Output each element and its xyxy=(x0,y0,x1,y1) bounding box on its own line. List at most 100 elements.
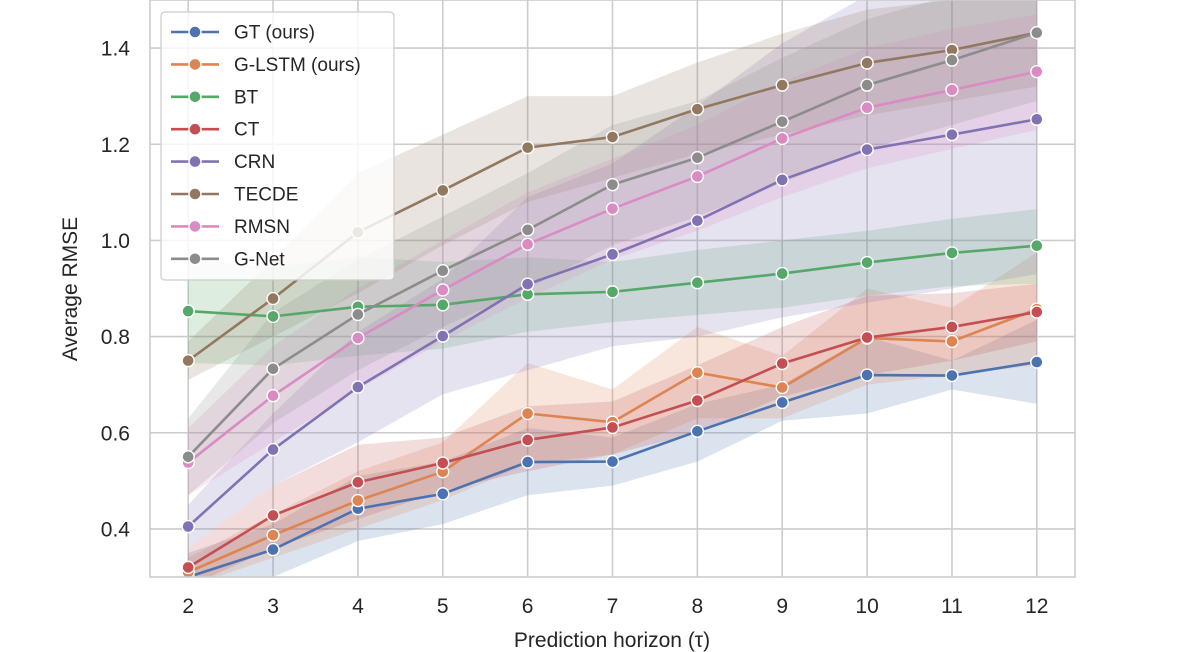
point-ct xyxy=(181,560,195,575)
point-g-net xyxy=(436,264,450,278)
point-g-net xyxy=(181,450,195,464)
legend-swatch-marker xyxy=(188,187,202,201)
band-crn xyxy=(188,0,1037,549)
point-ct xyxy=(436,456,450,470)
point-g-net xyxy=(1030,25,1044,40)
point-ct xyxy=(1030,305,1044,319)
point-tecde xyxy=(181,353,195,368)
legend-box xyxy=(160,11,395,281)
point-ct xyxy=(351,475,365,489)
point-crn xyxy=(181,519,195,534)
x-tick-label: 9 xyxy=(776,595,788,618)
legend-label: G-Net xyxy=(234,249,285,270)
legend-label: RMSN xyxy=(234,217,290,238)
point-g-net xyxy=(945,53,959,67)
legend-item-tecde: TECDE xyxy=(171,185,298,206)
point-rmsn xyxy=(351,331,365,345)
point-ct xyxy=(775,356,789,371)
legend: GT (ours) G-LSTM (ours) BT CT CRN TECDE RMSN G-… xyxy=(160,11,395,281)
point-tecde xyxy=(520,140,535,155)
point-bt xyxy=(775,266,789,281)
point-rmsn xyxy=(436,283,450,297)
point-crn xyxy=(436,329,450,343)
point-g-lstm-ours xyxy=(945,334,959,349)
legend-item-g-net: G-Net xyxy=(171,249,285,270)
x-tick-label: 12 xyxy=(1025,595,1048,618)
point-crn xyxy=(351,380,365,394)
point-crn xyxy=(520,277,535,291)
x-axis-label: Prediction horizon (τ) xyxy=(514,629,710,652)
point-g-net xyxy=(351,307,365,322)
point-gt-ours xyxy=(266,542,280,557)
x-tick-label: 8 xyxy=(692,595,704,618)
y-tick-label: 1.4 xyxy=(101,38,131,61)
point-rmsn xyxy=(520,237,535,251)
point-tecde xyxy=(775,78,789,92)
point-gt-ours xyxy=(520,455,535,469)
legend-item-ct: CT xyxy=(171,120,260,141)
point-rmsn xyxy=(605,201,620,216)
point-tecde xyxy=(690,102,705,116)
point-ct xyxy=(266,508,280,523)
point-gt-ours xyxy=(945,368,959,383)
point-tecde xyxy=(860,56,874,70)
point-bt xyxy=(860,255,874,270)
y-tick-label: 0.6 xyxy=(101,422,130,445)
point-crn xyxy=(775,173,789,187)
point-g-lstm-ours xyxy=(690,365,705,380)
point-ct xyxy=(860,330,874,345)
x-tick-label: 7 xyxy=(607,595,619,618)
point-rmsn xyxy=(266,389,280,403)
legend-swatch-marker xyxy=(188,57,202,72)
point-bt xyxy=(690,276,705,290)
legend-label: TECDE xyxy=(234,185,298,206)
point-bt xyxy=(945,246,959,260)
point-crn xyxy=(1030,112,1044,126)
y-tick-label: 0.8 xyxy=(101,326,130,349)
point-bt xyxy=(181,304,195,318)
point-tecde xyxy=(436,183,450,198)
point-g-lstm-ours xyxy=(775,380,789,395)
point-crn xyxy=(945,127,959,142)
legend-swatch-marker xyxy=(188,154,202,169)
legend-label: CRN xyxy=(234,152,275,173)
legend-swatch-marker xyxy=(188,25,202,39)
band-gt-ours xyxy=(188,319,1037,577)
series-markers xyxy=(181,25,1044,577)
y-tick-label: 1.0 xyxy=(101,230,130,253)
point-rmsn xyxy=(1030,64,1044,79)
point-g-net xyxy=(266,362,280,376)
x-tick-label: 2 xyxy=(182,595,194,618)
y-tick-label: 1.2 xyxy=(101,134,130,157)
x-tick-label: 6 xyxy=(522,595,534,618)
legend-item-bt: BT xyxy=(171,87,259,108)
legend-label: G-LSTM (ours) xyxy=(234,55,361,76)
point-rmsn xyxy=(945,83,959,97)
y-axis-label: Average RMSE xyxy=(59,217,82,361)
point-rmsn xyxy=(860,101,874,115)
axis-ticks: 2 3 4 5 6 7 8 9 10 11 12 0.4 0.6 0.8 1.0 1.2 1.4 xyxy=(101,38,1049,618)
legend-swatch-marker xyxy=(188,252,202,266)
legend-swatch-marker xyxy=(188,90,202,104)
legend-label: BT xyxy=(234,87,259,108)
point-rmsn xyxy=(690,169,705,184)
point-g-net xyxy=(605,177,620,192)
point-bt xyxy=(266,309,280,324)
legend-item-rmsn: RMSN xyxy=(171,217,290,238)
point-ct xyxy=(520,433,535,447)
y-tick-label: 0.4 xyxy=(101,518,131,541)
band-tecde xyxy=(188,0,1037,380)
point-gt-ours xyxy=(1030,355,1044,369)
point-g-net xyxy=(775,114,789,129)
point-crn xyxy=(690,214,705,228)
legend-swatch-marker xyxy=(188,219,202,234)
legend-item-g-lstm-ours: G-LSTM (ours) xyxy=(171,55,361,76)
point-gt-ours xyxy=(860,368,874,382)
legend-swatch-marker xyxy=(188,122,202,136)
point-g-lstm-ours xyxy=(351,493,365,508)
point-g-lstm-ours xyxy=(520,406,535,421)
legend-label: CT xyxy=(234,120,260,141)
x-tick-label: 10 xyxy=(855,595,878,618)
x-tick-label: 5 xyxy=(437,595,449,618)
